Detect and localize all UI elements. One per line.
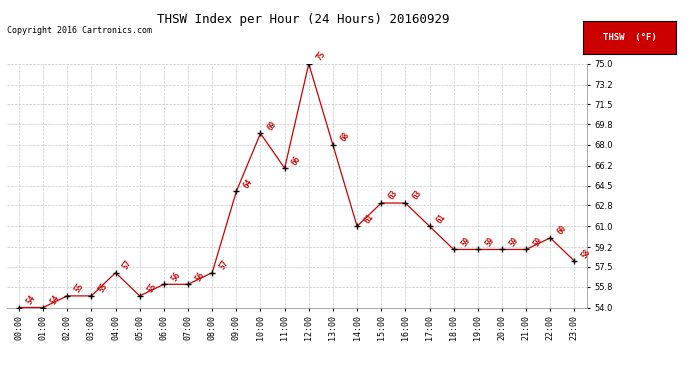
Text: 55: 55 bbox=[146, 282, 158, 294]
Text: 59: 59 bbox=[484, 236, 496, 248]
Text: 54: 54 bbox=[49, 293, 61, 306]
Text: 59: 59 bbox=[460, 236, 472, 248]
Text: 61: 61 bbox=[363, 212, 375, 225]
Text: THSW  (°F): THSW (°F) bbox=[603, 33, 656, 42]
Text: 54: 54 bbox=[25, 293, 37, 306]
Text: 57: 57 bbox=[218, 258, 230, 271]
Text: 59: 59 bbox=[532, 236, 544, 248]
Text: 61: 61 bbox=[435, 212, 448, 225]
Text: 63: 63 bbox=[411, 189, 424, 202]
Text: 60: 60 bbox=[556, 224, 569, 237]
Text: 57: 57 bbox=[121, 258, 134, 271]
Text: 58: 58 bbox=[580, 247, 593, 259]
Text: 68: 68 bbox=[339, 131, 351, 144]
Text: 66: 66 bbox=[290, 154, 303, 167]
Text: 59: 59 bbox=[508, 236, 520, 248]
Text: 64: 64 bbox=[242, 177, 255, 190]
Text: 63: 63 bbox=[387, 189, 400, 202]
Text: 55: 55 bbox=[97, 282, 110, 294]
Text: 55: 55 bbox=[73, 282, 86, 294]
Text: Copyright 2016 Cartronics.com: Copyright 2016 Cartronics.com bbox=[7, 26, 152, 35]
Text: 56: 56 bbox=[194, 270, 206, 283]
Text: THSW Index per Hour (24 Hours) 20160929: THSW Index per Hour (24 Hours) 20160929 bbox=[157, 13, 450, 26]
Text: 56: 56 bbox=[170, 270, 182, 283]
Text: 69: 69 bbox=[266, 119, 279, 132]
Text: 75: 75 bbox=[315, 50, 327, 62]
